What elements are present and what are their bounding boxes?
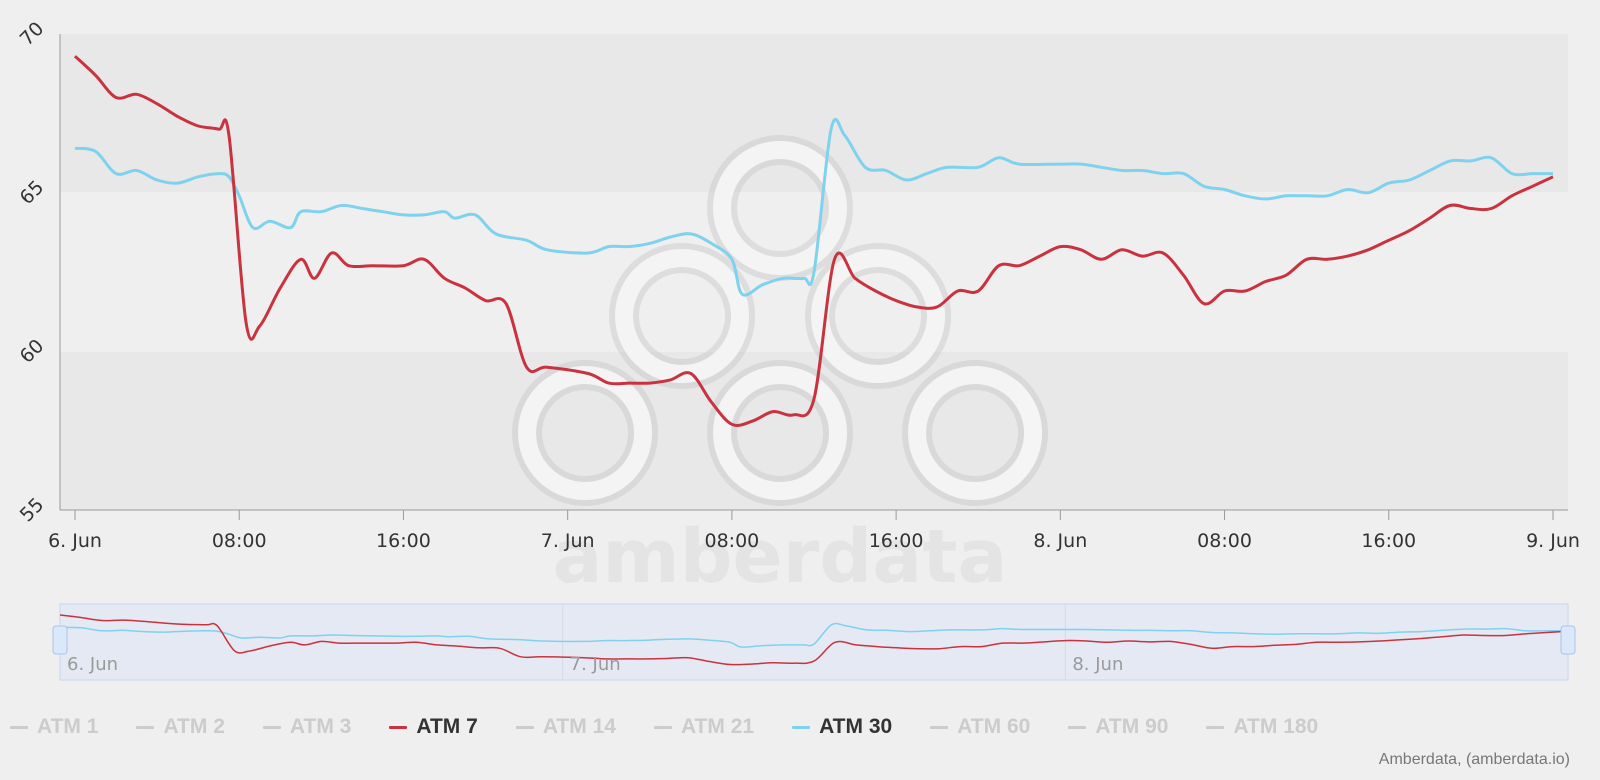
y-tick-label: 70: [16, 18, 49, 51]
legend-swatch: [792, 725, 811, 729]
y-tick-label: 65: [16, 176, 49, 209]
x-axis: 6. Jun 08:00 16:00 7. Jun 08:00 16:00 8. Jun 08…: [48, 34, 1580, 552]
y-tick-label: 55: [16, 494, 49, 527]
navigator-label: 7. Jun: [570, 654, 621, 675]
legend-swatch: [515, 725, 534, 729]
legend-swatch: [1206, 725, 1225, 729]
legend-item-atm-180[interactable]: ATM 180: [1206, 715, 1318, 739]
series-line-atm-30[interactable]: [74, 118, 1553, 297]
navigator[interactable]: 6. Jun 7. Jun 8. Jun: [52, 603, 1576, 681]
legend-item-atm-7[interactable]: ATM 7: [389, 715, 478, 739]
legend-swatch: [930, 725, 949, 729]
x-tick-label: 08:00: [1197, 530, 1252, 552]
legend-item-atm-14[interactable]: ATM 14: [515, 715, 616, 739]
legend-label: ATM 3: [289, 715, 352, 738]
legend-label: ATM 30: [819, 715, 893, 738]
navigator-line-atm-30: [59, 622, 1568, 648]
legend-swatch: [10, 725, 28, 729]
legend-label: ATM 1: [37, 715, 99, 738]
x-tick-label: 6. Jun: [48, 530, 102, 552]
navigator-label: 8. Jun: [1072, 654, 1123, 675]
x-tick-label: 9. Jun: [1526, 530, 1580, 552]
legend-item-atm-30[interactable]: ATM 30: [792, 715, 892, 739]
legend: ATM 1 ATM 2 ATM 3 ATM 7 ATM 14 ATM 21 ATM 30 AT…: [10, 712, 1356, 742]
y-axis: 55 60 65 70: [16, 18, 49, 527]
x-tick-label: 7. Jun: [541, 530, 595, 552]
legend-label: ATM 21: [680, 715, 755, 738]
legend-swatch: [136, 725, 155, 729]
x-tick-label: 08:00: [212, 530, 267, 552]
navigator-line-atm-7: [59, 614, 1569, 666]
legend-item-atm-2[interactable]: ATM 2: [136, 715, 225, 739]
legend-item-atm-90[interactable]: ATM 90: [1068, 715, 1168, 739]
credits-link[interactable]: Amberdata, (amberdata.io): [1378, 751, 1570, 768]
legend-item-atm-21[interactable]: ATM 21: [653, 715, 755, 739]
legend-label: ATM 60: [957, 715, 1031, 738]
legend-swatch: [653, 725, 672, 729]
x-tick-label: 08:00: [705, 530, 760, 552]
legend-label: ATM 2: [163, 715, 225, 738]
y-tick-label: 60: [16, 335, 49, 368]
legend-label: ATM 7: [416, 715, 478, 738]
navigator-series: [59, 614, 1569, 666]
legend-item-atm-1[interactable]: ATM 1: [10, 715, 98, 739]
x-tick-label: 16:00: [376, 530, 431, 552]
x-tick-label: 8. Jun: [1033, 530, 1087, 552]
series-line-atm-7[interactable]: [73, 55, 1554, 427]
navigator-labels: 6. Jun 7. Jun 8. Jun: [67, 654, 1123, 675]
watermark: amberdata: [512, 135, 1048, 600]
navigator-right-handle[interactable]: [1560, 625, 1576, 655]
navigator-label: 6. Jun: [67, 654, 118, 675]
navigator-left-handle[interactable]: [52, 625, 68, 655]
legend-label: ATM 14: [542, 715, 616, 738]
x-tick-label: 16:00: [869, 530, 924, 552]
legend-swatch: [262, 725, 281, 729]
series-layer: [73, 55, 1554, 427]
legend-swatch: [389, 725, 408, 729]
legend-swatch: [1068, 725, 1087, 729]
legend-item-atm-3[interactable]: ATM 3: [262, 715, 352, 739]
legend-label: ATM 90: [1095, 715, 1169, 738]
x-tick-label: 16:00: [1361, 530, 1416, 552]
legend-item-atm-60[interactable]: ATM 60: [930, 715, 1030, 739]
amberdata-logo-icon: [512, 135, 1048, 506]
legend-label: ATM 180: [1233, 715, 1319, 738]
watermark-text: amberdata: [553, 514, 1008, 600]
